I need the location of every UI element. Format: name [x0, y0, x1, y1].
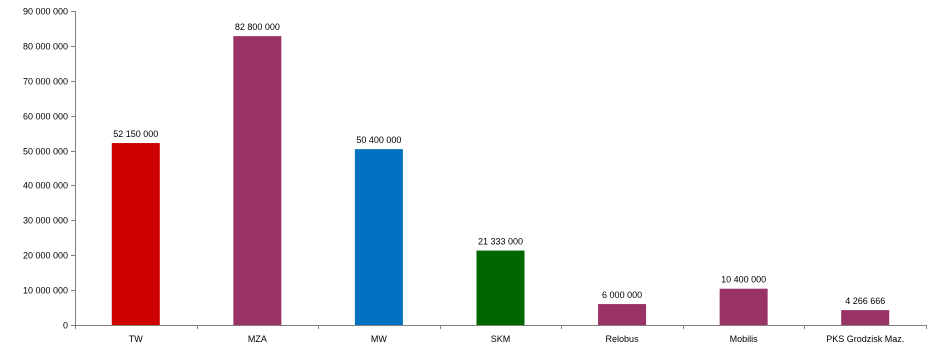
bars	[111, 36, 890, 326]
y-tick-label: 30 000 000	[23, 216, 68, 226]
bar-mza	[233, 36, 282, 326]
bar-relobus	[598, 304, 647, 325]
data-label: 6 000 000	[602, 290, 642, 300]
bar-mobilis	[719, 288, 768, 325]
x-tick-label: TW	[129, 334, 143, 344]
data-label: 4 266 666	[845, 296, 885, 306]
x-tick-label: MW	[371, 334, 387, 344]
bar-pks-grodzisk-maz	[841, 310, 890, 325]
y-tick-label: 10 000 000	[23, 286, 68, 296]
data-label: 21 333 000	[478, 237, 523, 247]
y-tick-label: 40 000 000	[23, 181, 68, 191]
data-label: 52 150 000	[113, 129, 158, 139]
data-label: 10 400 000	[721, 275, 766, 285]
data-labels: 52 150 000 82 800 000 50 400 000 21 333 000…	[113, 22, 885, 306]
y-tick-label: 0	[63, 321, 68, 331]
x-tick-label: PKS Grodzisk Maz.	[826, 334, 904, 344]
y-tick-label: 20 000 000	[23, 251, 68, 261]
data-label: 50 400 000	[356, 135, 401, 145]
y-tick-label: 80 000 000	[23, 42, 68, 52]
x-tick-label: Relobus	[606, 334, 640, 344]
y-tick-label: 90 000 000	[23, 7, 68, 17]
x-tick-label: Mobilis	[730, 334, 759, 344]
bar-tw	[111, 143, 160, 325]
y-tick-label: 70 000 000	[23, 77, 68, 87]
data-label: 82 800 000	[235, 22, 280, 32]
y-tick-label: 50 000 000	[23, 147, 68, 157]
x-tick-label: MZA	[248, 334, 267, 344]
x-axis: TW MZA MW SKM Relobus Mobilis PKS Grodzisk Maz…	[75, 325, 927, 344]
y-axis: 0 10 000 000 20 000 000 30 000 000 40 000 00…	[23, 7, 76, 331]
bar-skm	[476, 250, 525, 325]
x-tick-label: SKM	[491, 334, 511, 344]
bar-mw	[354, 149, 403, 325]
y-tick-label: 60 000 000	[23, 112, 68, 122]
